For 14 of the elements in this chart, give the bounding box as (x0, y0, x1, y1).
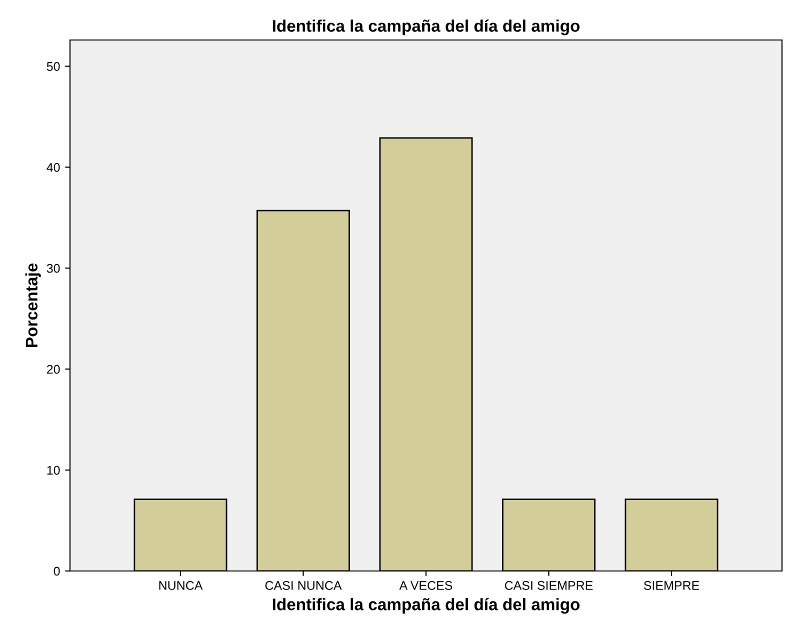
y-tick-label: 20 (47, 364, 60, 374)
x-axis-title: Identifica la campaña del día del amigo (272, 598, 580, 614)
x-tick-label: CASI NUNCA (265, 581, 342, 590)
y-tick-label: 40 (46, 163, 60, 172)
x-tick-label: NUNCA (159, 581, 203, 590)
y-axis-title: Porcentaje (25, 263, 41, 347)
y-tick-label: 30 (46, 264, 60, 273)
x-tick-label: CASI SIEMPRE (504, 581, 593, 590)
y-tick-label: 10 (47, 466, 60, 475)
x-tick-label: SIEMPRE (644, 581, 700, 590)
x-tick-label: A VECES (399, 581, 452, 590)
y-tick-label: 50 (46, 62, 60, 71)
chart-title: Identifica la campaña del día del amigo (272, 19, 580, 36)
y-tick-label: 0 (54, 566, 60, 576)
